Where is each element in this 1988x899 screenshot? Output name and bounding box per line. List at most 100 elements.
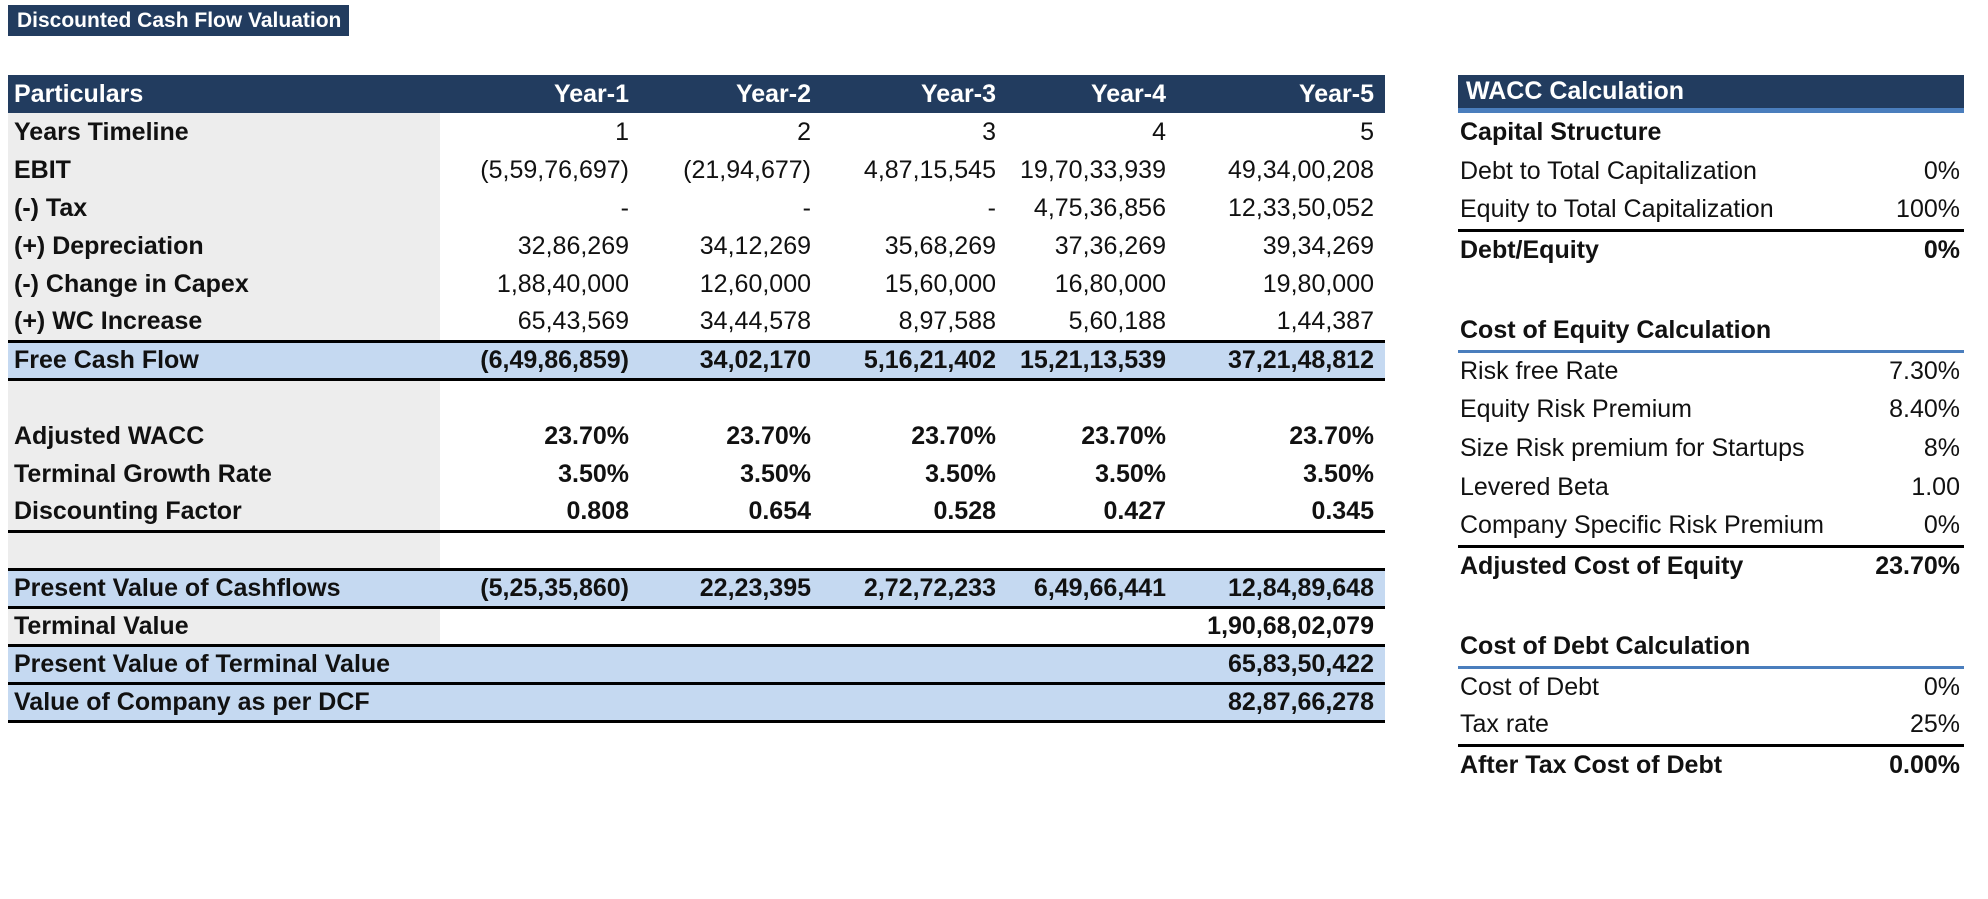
value-cell[interactable]: 34,44,578 (640, 303, 822, 341)
value-cell[interactable]: 15,21,13,539 (1007, 339, 1177, 381)
col-header-year-2[interactable]: Year-2 (640, 75, 822, 113)
value-cell[interactable]: 12,33,50,052 (1177, 189, 1385, 227)
value-cell[interactable]: 23.70% (822, 417, 1007, 455)
value-cell[interactable] (1007, 645, 1177, 685)
wacc-value-cell[interactable]: 100% (1814, 191, 1964, 232)
col-header-year-4[interactable]: Year-4 (1007, 75, 1177, 113)
value-cell[interactable]: 4,75,36,856 (1007, 189, 1177, 227)
value-cell[interactable]: (5,25,35,860) (440, 567, 640, 609)
value-cell[interactable]: 15,60,000 (822, 265, 1007, 303)
value-cell[interactable]: 3.50% (1007, 455, 1177, 493)
value-cell[interactable]: 34,02,170 (640, 339, 822, 381)
value-cell[interactable]: 1,88,40,000 (440, 265, 640, 303)
value-cell[interactable] (822, 683, 1007, 723)
value-cell[interactable]: 0.427 (1007, 493, 1177, 533)
value-cell[interactable]: 35,68,269 (822, 227, 1007, 265)
wacc-value-cell[interactable]: 0% (1923, 235, 1960, 264)
wacc-value-cell[interactable]: 8% (1923, 434, 1960, 462)
wacc-value-cell[interactable] (1814, 628, 1964, 669)
value-cell[interactable]: 6,49,66,441 (1007, 567, 1177, 609)
wacc-label-cell[interactable]: Company Specific Risk Premium (1458, 507, 1824, 548)
value-cell[interactable]: - (822, 189, 1007, 227)
value-cell[interactable]: 0.654 (640, 493, 822, 533)
wacc-label-cell[interactable]: Debt/Equity (1460, 235, 1599, 264)
value-cell[interactable] (1007, 531, 1177, 569)
value-cell[interactable]: 12,60,000 (640, 265, 822, 303)
wacc-label-cell[interactable]: Adjusted Cost of Equity (1460, 551, 1744, 580)
wacc-label-cell[interactable]: Debt to Total Capitalization (1460, 157, 1757, 185)
value-cell[interactable]: 1 (440, 113, 640, 151)
row-label-cell[interactable]: Terminal Value (8, 607, 440, 647)
value-cell[interactable] (822, 379, 1007, 417)
value-cell[interactable]: 4,87,15,545 (822, 151, 1007, 189)
value-cell[interactable] (440, 531, 640, 569)
value-cell[interactable]: 0.528 (822, 493, 1007, 533)
value-cell[interactable]: 37,36,269 (1007, 227, 1177, 265)
wacc-label-cell[interactable]: Levered Beta (1460, 473, 1609, 501)
value-cell[interactable]: 39,34,269 (1177, 227, 1385, 265)
row-label-cell[interactable]: Present Value of Cashflows (8, 567, 440, 609)
wacc-label-cell[interactable]: Tax rate (1458, 706, 1814, 747)
value-cell[interactable]: 23.70% (1177, 417, 1385, 455)
wacc-label-cell[interactable] (1458, 269, 1814, 312)
value-cell[interactable] (1177, 531, 1385, 569)
row-label-cell[interactable]: (-) Tax (8, 189, 440, 227)
wacc-value-cell[interactable]: 25% (1814, 706, 1964, 747)
wacc-value-cell[interactable]: 23.70% (1875, 551, 1960, 580)
value-cell[interactable]: 37,21,48,812 (1177, 339, 1385, 381)
value-cell[interactable] (440, 379, 640, 417)
value-cell[interactable] (440, 645, 640, 685)
wacc-panel-title[interactable]: WACC Calculation (1458, 75, 1964, 113)
value-cell[interactable]: 2,72,72,233 (822, 567, 1007, 609)
value-cell[interactable]: 49,34,00,208 (1177, 151, 1385, 189)
row-label-cell[interactable] (8, 531, 440, 569)
value-cell[interactable]: 5,60,188 (1007, 303, 1177, 341)
value-cell[interactable]: 19,70,33,939 (1007, 151, 1177, 189)
wacc-value-cell[interactable]: 0% (1923, 157, 1960, 185)
col-header-year-5[interactable]: Year-5 (1177, 75, 1385, 113)
row-label-cell[interactable]: Free Cash Flow (8, 339, 440, 381)
wacc-value-cell[interactable] (1814, 312, 1964, 353)
value-cell[interactable] (1177, 379, 1385, 417)
value-cell[interactable] (822, 645, 1007, 685)
value-cell[interactable]: 23.70% (640, 417, 822, 455)
value-cell[interactable]: 12,84,89,648 (1177, 567, 1385, 609)
wacc-label-cell[interactable]: Capital Structure (1460, 118, 1662, 146)
value-cell[interactable]: 16,80,000 (1007, 265, 1177, 303)
value-cell[interactable]: 23.70% (1007, 417, 1177, 455)
value-cell[interactable]: - (640, 189, 822, 227)
row-label-cell[interactable]: Present Value of Terminal Value (8, 645, 440, 685)
value-cell[interactable] (440, 607, 640, 647)
value-cell[interactable]: 1,44,387 (1177, 303, 1385, 341)
value-cell[interactable]: 65,83,50,422 (1177, 645, 1385, 685)
value-cell[interactable]: 34,12,269 (640, 227, 822, 265)
wacc-label-cell[interactable]: Size Risk premium for Startups (1460, 434, 1805, 462)
value-cell[interactable]: 3 (822, 113, 1007, 151)
value-cell[interactable]: 3.50% (440, 455, 640, 493)
value-cell[interactable]: 22,23,395 (640, 567, 822, 609)
wacc-label-cell[interactable]: After Tax Cost of Debt (1460, 750, 1723, 779)
value-cell[interactable]: 3.50% (1177, 455, 1385, 493)
row-label-cell[interactable]: Years Timeline (8, 113, 440, 151)
col-header-year-1[interactable]: Year-1 (440, 75, 640, 113)
wacc-label-cell[interactable]: Cost of Debt Calculation (1458, 628, 1814, 669)
value-cell[interactable] (1007, 683, 1177, 723)
value-cell[interactable]: 8,97,588 (822, 303, 1007, 341)
wacc-value-cell[interactable]: 7.30% (1889, 356, 1960, 385)
wacc-label-cell[interactable]: Cost of Debt (1460, 672, 1599, 701)
wacc-value-cell[interactable]: 0.00% (1889, 750, 1960, 779)
value-cell[interactable] (1007, 379, 1177, 417)
wacc-label-cell[interactable]: Cost of Equity Calculation (1458, 312, 1814, 353)
value-cell[interactable]: 3.50% (822, 455, 1007, 493)
value-cell[interactable]: 32,86,269 (440, 227, 640, 265)
value-cell[interactable]: 65,43,569 (440, 303, 640, 341)
col-header-year-3[interactable]: Year-3 (822, 75, 1007, 113)
wacc-value-cell[interactable] (1814, 113, 1964, 152)
value-cell[interactable]: 4 (1007, 113, 1177, 151)
row-label-cell[interactable]: (+) Depreciation (8, 227, 440, 265)
value-cell[interactable]: 5,16,21,402 (822, 339, 1007, 381)
row-label-cell[interactable]: Adjusted WACC (8, 417, 440, 455)
wacc-label-cell[interactable]: Equity Risk Premium (1460, 395, 1692, 423)
value-cell[interactable]: 5 (1177, 113, 1385, 151)
value-cell[interactable] (640, 645, 822, 685)
